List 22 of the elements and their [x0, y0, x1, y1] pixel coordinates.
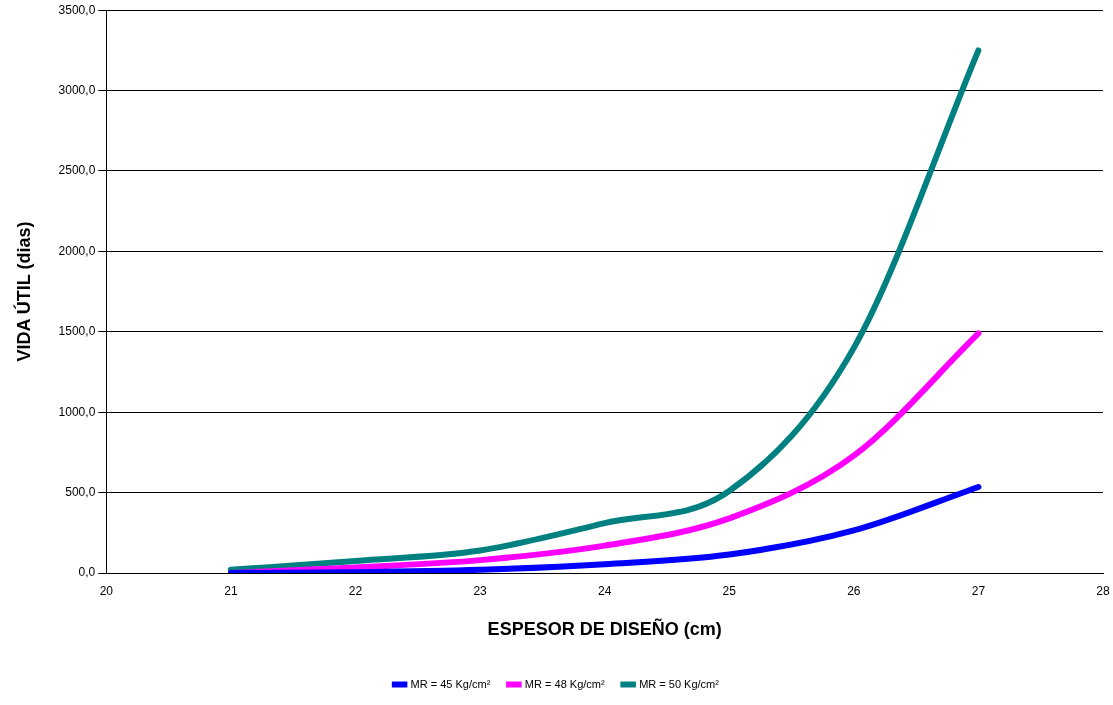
x-tick-label: 24 — [597, 583, 612, 598]
x-tick-label: 23 — [473, 583, 488, 598]
x-tick-label: 21 — [224, 583, 238, 598]
y-tick-label: 1000,0 — [58, 404, 96, 419]
x-tick-label: 27 — [971, 583, 986, 598]
y-tick-label: 2000,0 — [58, 243, 96, 258]
y-tick-label: 500,0 — [65, 484, 96, 499]
x-tick-label: 22 — [348, 583, 363, 598]
y-tick-label: 3500,0 — [58, 2, 96, 17]
x-axis-title: ESPESOR DE DISEÑO (cm) — [487, 618, 722, 640]
x-tick-label: 20 — [99, 583, 114, 598]
y-axis-title: VIDA ÚTIL (dias) — [12, 221, 34, 362]
x-tick-label: 26 — [847, 583, 861, 598]
legend-label: MR = 48 Kg/cm² — [524, 677, 605, 690]
y-tick-label: 2500,0 — [58, 163, 96, 178]
y-tick-label: 0,0 — [78, 565, 96, 580]
legend-label: MR = 50 Kg/cm² — [639, 677, 720, 690]
legend-label: MR = 45 Kg/cm² — [410, 677, 491, 690]
y-tick-label: 1500,0 — [58, 324, 96, 339]
x-tick-label: 28 — [1096, 583, 1110, 598]
y-tick-label: 3000,0 — [58, 82, 96, 97]
x-tick-label: 25 — [722, 583, 737, 598]
